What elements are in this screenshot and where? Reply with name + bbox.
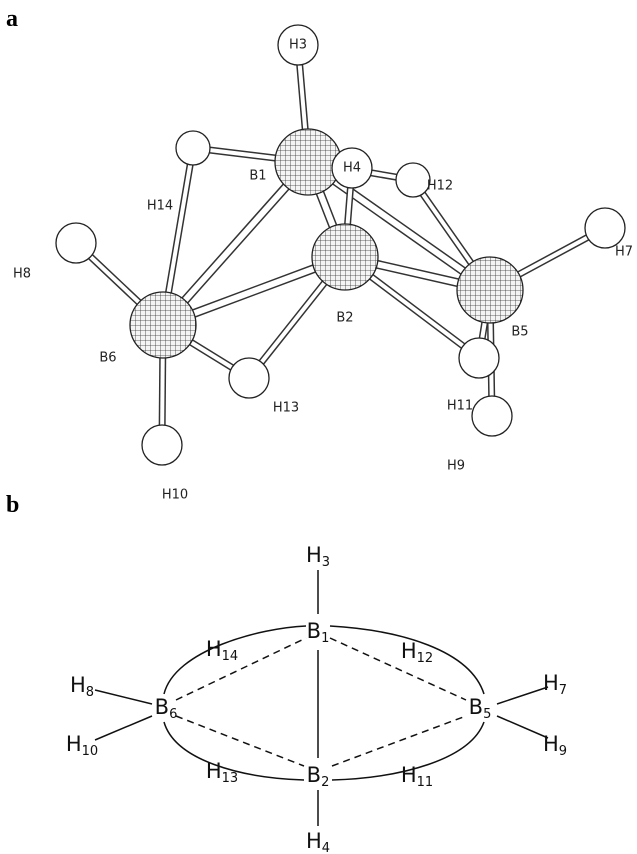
- atom-symbol: H: [543, 732, 559, 756]
- hydrogen-atom: [459, 338, 499, 378]
- hydrogen-atom: [585, 208, 625, 248]
- atom-label: H8: [70, 673, 94, 700]
- atom-label: H13: [206, 759, 238, 786]
- atom-index: 3: [322, 555, 330, 570]
- atom-index: 9: [559, 744, 567, 759]
- atom-label: H11: [447, 399, 473, 414]
- atom-symbol: H: [70, 673, 86, 697]
- atom-label: B5: [469, 695, 492, 722]
- hydrogen-atom: [472, 396, 512, 436]
- atom-label: B1: [307, 619, 330, 646]
- hydrogen-atom: [176, 131, 210, 165]
- atom-label: H8: [13, 267, 31, 282]
- figure: a b H3B1H14H4H12H7H8B2B5B6H11H13H9H10 H3…: [0, 0, 637, 854]
- atom-symbol: H: [401, 763, 417, 787]
- atom-label: H12: [427, 179, 453, 194]
- atom-label: H14: [147, 199, 173, 214]
- atom-index: 13: [222, 771, 239, 786]
- atom-label: B5: [511, 325, 528, 340]
- atom-index: 1: [321, 631, 329, 646]
- atom-symbol: B: [307, 763, 321, 787]
- atom-symbol: H: [306, 829, 322, 853]
- atom-index: 5: [483, 707, 491, 722]
- atom-symbol: H: [306, 543, 322, 567]
- atom-symbol: B: [469, 695, 483, 719]
- atom-label: H7: [543, 671, 567, 698]
- atom-label: H4: [306, 829, 330, 854]
- boron-atom: [457, 257, 523, 323]
- atom-label: H4: [343, 161, 361, 176]
- boron-atom: [130, 292, 196, 358]
- atom-symbol: H: [206, 759, 222, 783]
- atom-label: B1: [249, 169, 266, 184]
- hydrogen-atom: [142, 425, 182, 465]
- atom-index: 7: [559, 683, 567, 698]
- atom-label: H9: [447, 459, 465, 474]
- panel-label: a: [6, 6, 18, 32]
- boron-atom: [275, 129, 341, 195]
- atom-label: H12: [401, 639, 433, 666]
- atom-label: H3: [289, 38, 307, 53]
- atom-symbol: H: [543, 671, 559, 695]
- atom-index: 4: [322, 841, 330, 854]
- atom-label: H10: [162, 488, 188, 503]
- atom-label: H3: [306, 543, 330, 570]
- atom-index: 10: [82, 744, 99, 759]
- atom-label: H10: [66, 732, 98, 759]
- boron-atom: [312, 224, 378, 290]
- hydrogen-atom: [229, 358, 269, 398]
- panel-a: H3 B1 H14 H4 H12 H7 H8 B2 B5 B6 H11 H13 H9 H10: [13, 25, 633, 503]
- atom-label: H9: [543, 732, 567, 759]
- hydrogen-atom: [56, 223, 96, 263]
- atom-index: 11: [417, 775, 434, 790]
- atom-symbol: B: [155, 695, 169, 719]
- panel-label: b: [6, 492, 19, 518]
- atom-label: H14: [206, 637, 238, 664]
- atom-label: H11: [401, 763, 433, 790]
- atom-label: H13: [273, 401, 299, 416]
- atom-label: B2: [336, 311, 353, 326]
- atom-symbol: H: [206, 637, 222, 661]
- atom-index: 6: [169, 707, 177, 722]
- atom-label: B6: [155, 695, 178, 722]
- atom-symbol: H: [401, 639, 417, 663]
- atom-index: 8: [86, 685, 94, 700]
- atom-label: H7: [615, 245, 633, 260]
- atom-label: B6: [99, 351, 116, 366]
- hydrogen-atom: [396, 163, 430, 197]
- atom-label: B2: [307, 763, 330, 790]
- atom-symbol: B: [307, 619, 321, 643]
- atom-index: 2: [321, 775, 329, 790]
- atom-symbol: H: [66, 732, 82, 756]
- atom-index: 12: [417, 651, 434, 666]
- atom-index: 14: [222, 649, 239, 664]
